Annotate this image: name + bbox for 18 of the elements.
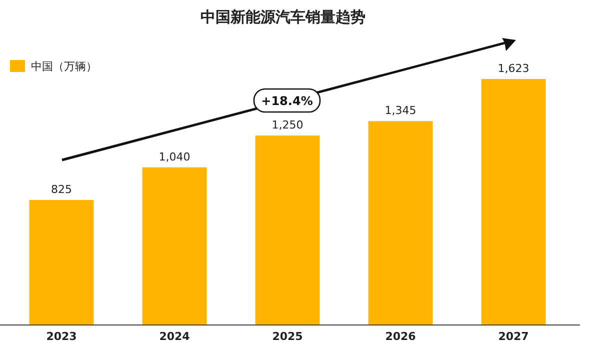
data-label: 1,345 bbox=[384, 104, 416, 118]
x-tick-label: 2026 bbox=[385, 330, 416, 343]
annotation: +18.4% bbox=[261, 94, 313, 108]
chart-title: 中国新能源汽车销量趋势 bbox=[200, 8, 366, 26]
bar bbox=[29, 200, 94, 325]
data-label: 1,623 bbox=[498, 62, 530, 75]
x-tick-label: 2027 bbox=[498, 330, 529, 343]
bar bbox=[368, 121, 433, 325]
data-label: 1,040 bbox=[158, 150, 190, 164]
x-tick-label: 2025 bbox=[272, 330, 303, 343]
legend-label: 中国（万辆） bbox=[31, 60, 97, 73]
x-tick-label: 2024 bbox=[159, 330, 190, 343]
data-label: 825 bbox=[51, 182, 72, 196]
bar bbox=[142, 167, 207, 325]
x-tick-label: 2023 bbox=[46, 330, 77, 343]
data-label: 1,250 bbox=[272, 118, 304, 132]
bar bbox=[255, 136, 320, 325]
bar bbox=[481, 79, 546, 325]
